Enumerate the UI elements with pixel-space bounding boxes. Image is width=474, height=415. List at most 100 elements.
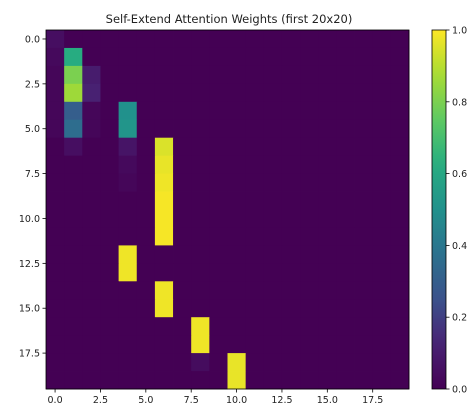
heatmap-cell [300,371,319,390]
heatmap-cell [82,101,101,121]
heatmap-cell [318,335,337,354]
heatmap-cell [336,47,355,67]
heatmap-cell [46,353,65,372]
heatmap-cell [46,119,65,139]
heatmap-cell [372,137,392,157]
heatmap-cell [390,83,410,103]
heatmap-cell [154,191,174,210]
heatmap-cell [136,245,156,264]
heatmap-cell [46,47,65,67]
heatmap-cell [118,30,138,49]
heatmap-cell [173,263,192,282]
heatmap-cell [118,353,138,372]
heatmap-cell [209,371,228,390]
heatmap-cell [336,30,355,49]
heatmap-cell [263,155,283,174]
heatmap-cell [46,155,65,174]
heatmap-cell [300,47,319,67]
heatmap-cell [136,155,156,174]
heatmap-cell [82,155,101,174]
heatmap-cell [100,371,119,390]
heatmap-cell [209,281,228,300]
heatmap-cell [263,263,283,282]
colorbar-tick-label: 0.6 [452,169,467,180]
heatmap-cell [209,83,228,103]
x-tick-label: 12.5 [271,395,292,406]
colorbar-tick-label: 0.0 [452,385,467,396]
heatmap-cell [118,317,138,336]
heatmap-cell [46,173,65,192]
heatmap-cell [281,245,301,264]
x-tick-label: 0.0 [48,395,63,406]
heatmap-cell [336,137,355,157]
heatmap-cell [354,155,374,174]
heatmap-cell [318,30,337,49]
heatmap-cell [136,263,156,282]
heatmap-cell [136,137,156,157]
heatmap-cell [227,227,247,246]
heatmap-cell [227,191,247,210]
heatmap-cell [154,335,174,354]
heatmap-cell [209,227,228,246]
heatmap-cell [372,209,392,228]
heatmap-cell [318,173,337,192]
heatmap-cell [154,209,174,228]
heatmap-cell [64,335,83,354]
heatmap-cell [173,47,192,67]
heatmap-cell [82,65,101,85]
heatmap-cell [209,65,228,85]
heatmap-cell [209,335,228,354]
heatmap-cell [300,353,319,372]
heatmap-cell [245,299,265,318]
heatmap-cell [281,227,301,246]
heatmap-cell [82,245,101,264]
heatmap-cell [46,101,65,121]
heatmap-cell [64,30,83,49]
heatmap-cell [300,209,319,228]
heatmap-cell [300,191,319,210]
heatmap-cell [154,47,174,67]
heatmap-cell [354,335,374,354]
heatmap-cell [318,371,337,390]
x-tick-label: 10.0 [226,395,247,406]
heatmap-cell [372,281,392,300]
heatmap-cell [354,30,374,49]
heatmap-cell [390,227,410,246]
heatmap-cell [372,65,392,85]
heatmap-cell [82,371,101,390]
heatmap-cell [281,335,301,354]
heatmap-cell [154,317,174,336]
heatmap-cell [300,30,319,49]
heatmap-cell [154,353,174,372]
heatmap-cell [64,245,83,264]
colorbar-tick-label: 0.8 [452,97,467,108]
heatmap-cell [390,119,410,139]
heatmap-cell [263,191,283,210]
heatmap-cell [100,335,119,354]
heatmap-cell [191,281,210,300]
heatmap-cell [209,137,228,157]
heatmap-cell [300,137,319,157]
heatmap-cell [209,299,228,318]
heatmap-cell [245,245,265,264]
heatmap-cell [245,227,265,246]
heatmap-cell [245,83,265,103]
heatmap-cell [372,47,392,67]
x-tick-label: 7.5 [184,395,199,406]
heatmap-cell [390,263,410,282]
heatmap-cell [136,209,156,228]
heatmap-cell [336,263,355,282]
heatmap-cell [173,173,192,192]
heatmap-cell [100,101,119,121]
heatmap-cell [227,101,247,121]
heatmap-cell [136,101,156,121]
heatmap-cell [281,30,301,49]
heatmap-cell [263,245,283,264]
heatmap-cell [154,227,174,246]
heatmap-cell [154,245,174,264]
heatmap-cell [318,317,337,336]
y-axis-ticks: 0.0 2.5 5.0 7.5 10.0 12.5 15.0 17.5 [19,34,46,360]
heatmap-cell [154,155,174,174]
heatmap-cell [318,227,337,246]
heatmap-cell [318,47,337,67]
